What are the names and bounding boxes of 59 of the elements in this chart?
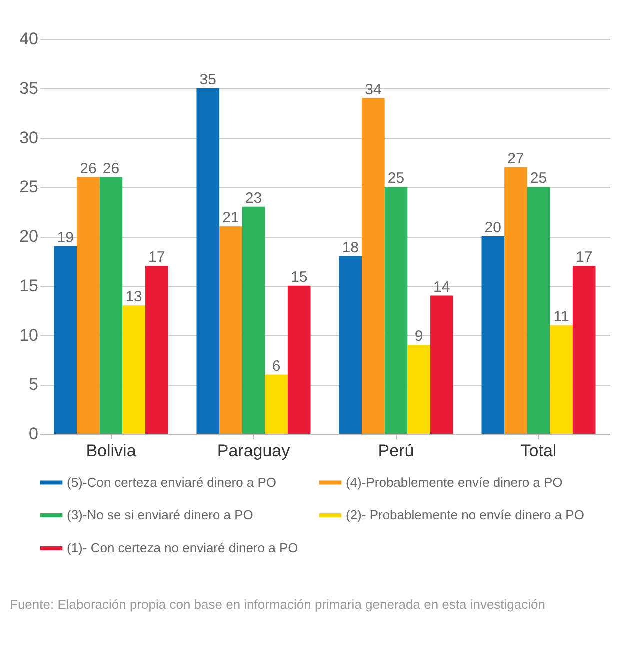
y-tick-label: 15 [20,276,38,296]
data-label: 9 [414,328,424,346]
bar [339,256,362,434]
bar [482,236,505,434]
legend-label: (2)- Probablemente no envíe dinero a PO [346,508,584,522]
y-tick-label: 35 [20,78,38,98]
data-label: 25 [530,170,548,188]
bar [54,246,78,434]
y-tick-label: 40 [20,30,38,48]
legend-label: (4)-Probablemente envíe dinero a PO [346,474,563,490]
bar [408,345,430,434]
bar [100,177,123,434]
y-tick-label: 20 [20,227,38,246]
bar [504,167,528,434]
bar [122,306,146,434]
data-label: 11 [554,308,570,326]
data-label: 19 [57,229,74,246]
bar [242,206,266,434]
bar [362,98,385,434]
legend-label: (3)-No se si enviaré dinero a PO [67,508,254,522]
data-label: 20 [484,220,502,236]
source-note: Fuente: Elaboración propia con base en información primaria generada en esta investigación [10,597,546,612]
data-label: 27 [508,150,524,168]
y-tick-label: 0 [29,424,38,444]
x-tick-label: Bolivia [86,442,137,460]
bar [145,266,168,434]
data-label: 18 [342,239,359,256]
data-label: 25 [388,170,405,188]
y-tick-label: 25 [20,178,38,197]
legend-label: (5)-Con certeza enviaré dinero a PO [67,474,277,490]
data-label: 26 [102,160,120,178]
bar [572,266,596,434]
x-tick-label: Total [520,442,557,460]
x-tick-label: Perú [378,442,414,460]
bar [384,187,408,434]
bar [77,177,100,434]
data-label: 23 [245,190,262,207]
bar [527,187,550,434]
bar [288,286,311,434]
y-tick-label: 10 [20,326,38,345]
data-label: 14 [434,278,450,296]
data-label: 17 [576,249,593,266]
data-label: 34 [365,81,382,98]
data-label: 17 [148,249,166,266]
bar [196,88,220,434]
x-tick-label: Paraguay [217,442,291,460]
data-label: 15 [291,268,308,286]
data-label: 35 [200,71,216,88]
bar [430,296,454,434]
data-label: 13 [126,288,142,306]
y-tick-label: 30 [20,128,38,148]
legend-label: (1)- Con certeza no enviaré dinero a PO [67,540,298,556]
data-label: 21 [222,210,240,227]
data-label: 6 [272,358,281,375]
bar [265,374,288,434]
bar [220,226,242,434]
y-tick-label: 5 [29,375,38,394]
bar [550,325,573,434]
data-label: 26 [80,160,97,178]
